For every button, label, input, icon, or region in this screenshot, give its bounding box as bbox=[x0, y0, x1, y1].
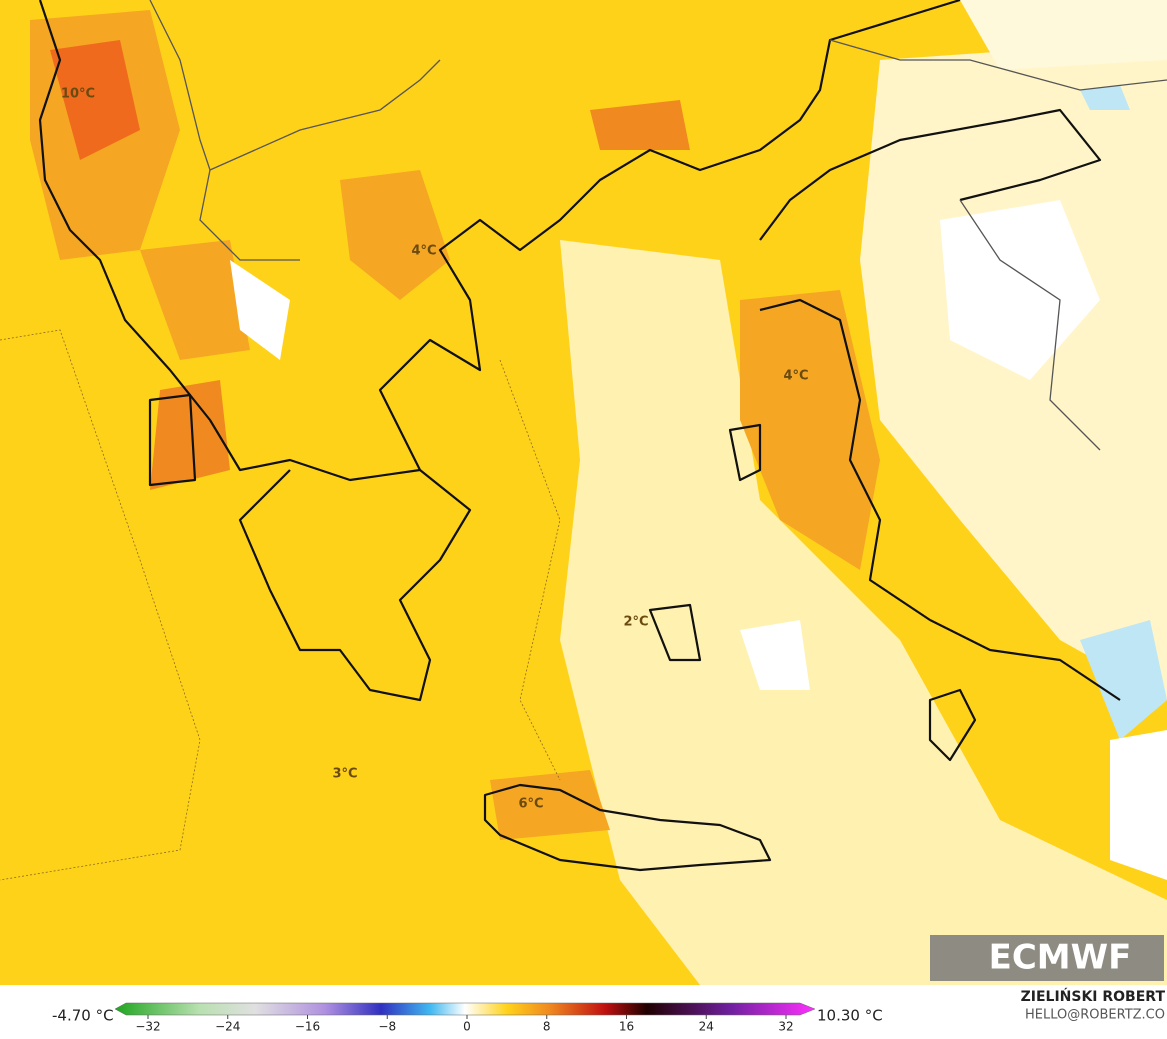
rhodes bbox=[928, 688, 977, 762]
border bbox=[829, 39, 1167, 91]
coastline bbox=[759, 298, 1121, 701]
credit-name: ZIELIŃSKI ROBERT bbox=[1021, 987, 1166, 1005]
coastlines bbox=[38, 0, 1121, 872]
border bbox=[959, 199, 1101, 451]
warm-area bbox=[340, 170, 450, 300]
contour bbox=[499, 359, 561, 781]
warm-area bbox=[490, 770, 610, 840]
map-label: 2°C bbox=[623, 615, 648, 630]
island bbox=[728, 423, 762, 482]
contour bbox=[0, 329, 201, 881]
warm-area bbox=[140, 240, 250, 360]
cool-area bbox=[740, 620, 810, 690]
cool-area bbox=[230, 260, 290, 360]
temperature-fields bbox=[0, 0, 1167, 985]
colorbar-max: 10.30 °C bbox=[817, 1007, 883, 1025]
borders bbox=[149, 0, 1167, 451]
light-area-ne bbox=[960, 0, 1167, 70]
map-label: 3°C bbox=[332, 767, 357, 782]
cool-area bbox=[1110, 730, 1167, 880]
colorbar-min: -4.70 °C bbox=[52, 1007, 114, 1025]
crete bbox=[483, 783, 772, 872]
logo: ECMWF bbox=[989, 938, 1132, 978]
map-label: 4°C bbox=[783, 369, 808, 384]
cold-area bbox=[1080, 85, 1130, 110]
map-label: 4°C bbox=[411, 244, 436, 259]
colorbar-tick-label: −24 bbox=[215, 1020, 240, 1034]
map-label: 6°C bbox=[518, 797, 543, 812]
map-label: 10°C bbox=[61, 87, 95, 102]
coastline bbox=[38, 0, 472, 702]
warm-light-area bbox=[560, 240, 1167, 985]
colorbar bbox=[114, 1002, 816, 1016]
warm-area bbox=[150, 380, 230, 490]
hot-area bbox=[50, 40, 140, 160]
logo-box bbox=[930, 935, 1164, 981]
cool-area bbox=[940, 200, 1100, 380]
cold-area bbox=[1080, 620, 1167, 740]
colorbar-tick-label: 0 bbox=[463, 1020, 471, 1034]
colorbar-tick-label: 32 bbox=[778, 1020, 793, 1034]
colorbar-tick-label: −8 bbox=[378, 1020, 396, 1034]
colorbar-tick-label: 16 bbox=[619, 1020, 634, 1034]
border bbox=[149, 0, 441, 171]
coastline bbox=[378, 0, 961, 471]
warm-area bbox=[740, 290, 880, 570]
coastline bbox=[759, 108, 1102, 241]
colorbar-tick-label: 24 bbox=[699, 1020, 714, 1034]
island bbox=[148, 393, 197, 487]
colorbar-tick-label: −16 bbox=[295, 1020, 320, 1034]
credit-email: HELLO@ROBERTZ.CO bbox=[1025, 1008, 1165, 1023]
colorbar-tick-label: −32 bbox=[135, 1020, 160, 1034]
colorbar-tick-label: 8 bbox=[543, 1020, 551, 1034]
warm-area bbox=[590, 100, 690, 150]
border bbox=[199, 169, 300, 261]
island bbox=[648, 603, 702, 662]
